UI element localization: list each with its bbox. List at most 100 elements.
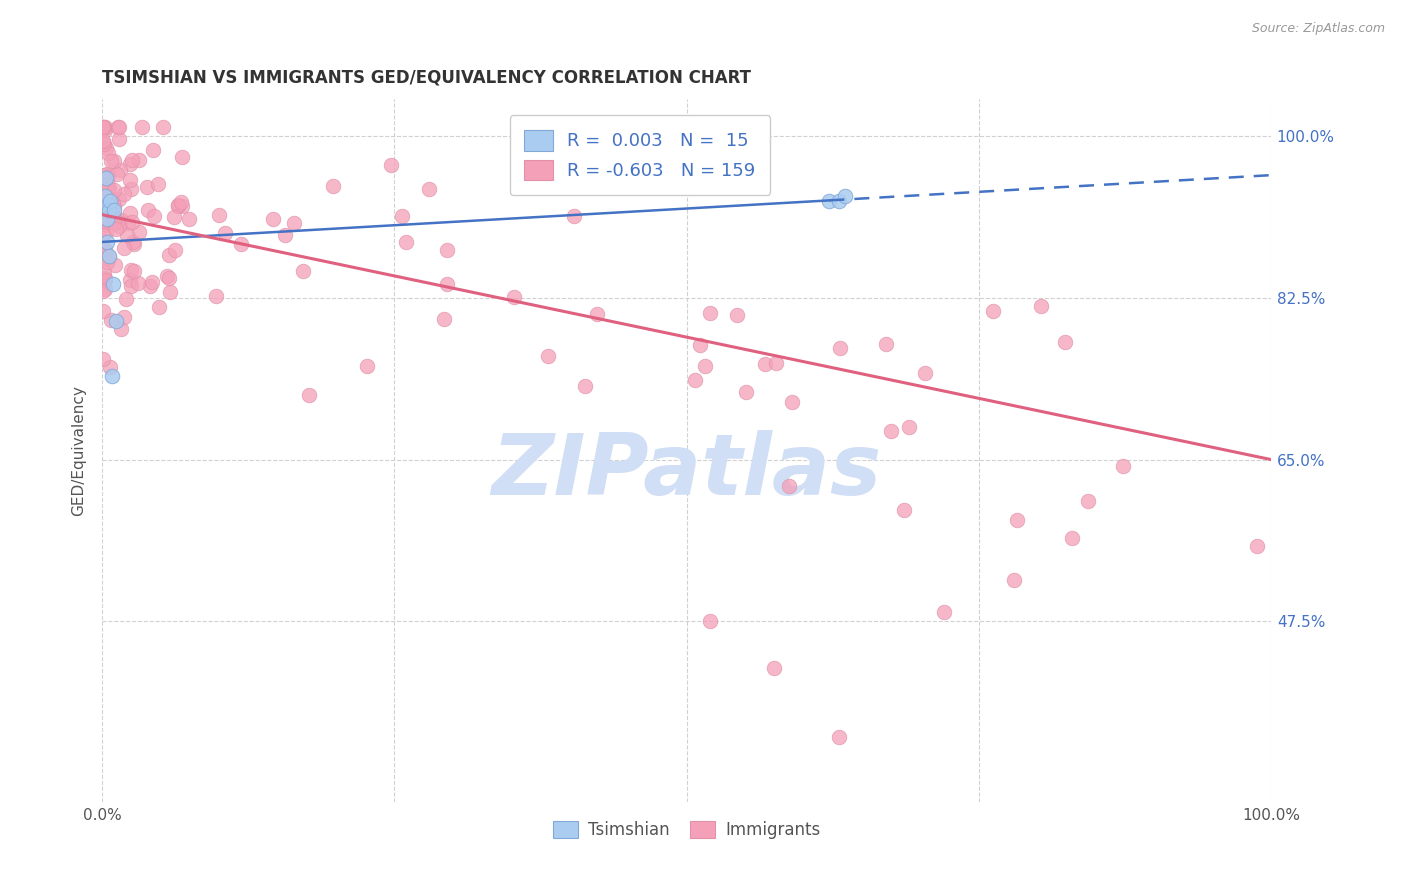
Point bbox=[574, 379, 596, 393]
Point bbox=[96, 235, 118, 250]
Point bbox=[118, 273, 141, 287]
Point bbox=[391, 209, 413, 223]
Point bbox=[108, 192, 131, 206]
Text: ZIPatlas: ZIPatlas bbox=[492, 430, 882, 513]
Point bbox=[108, 120, 131, 134]
Point bbox=[93, 120, 115, 134]
Point bbox=[1246, 539, 1268, 553]
Point bbox=[94, 141, 117, 155]
Point bbox=[208, 208, 231, 222]
Point bbox=[139, 278, 162, 293]
Point bbox=[725, 309, 748, 323]
Point bbox=[96, 212, 118, 227]
Y-axis label: GED/Equivalency: GED/Equivalency bbox=[72, 385, 86, 516]
Point bbox=[96, 182, 118, 196]
Point bbox=[96, 255, 118, 269]
Point bbox=[100, 194, 122, 208]
Point bbox=[93, 135, 115, 149]
Point bbox=[117, 216, 139, 230]
Point bbox=[562, 209, 585, 223]
Point bbox=[112, 242, 135, 256]
Point bbox=[122, 235, 145, 250]
Point bbox=[98, 182, 121, 196]
Point bbox=[122, 236, 145, 251]
Point bbox=[96, 178, 118, 193]
Point bbox=[112, 186, 135, 201]
Point bbox=[96, 252, 118, 266]
Point bbox=[100, 313, 122, 327]
Point bbox=[763, 660, 786, 674]
Point bbox=[107, 120, 129, 134]
Point bbox=[97, 198, 120, 212]
Point bbox=[108, 219, 131, 234]
Point bbox=[778, 479, 800, 493]
Point bbox=[98, 249, 121, 263]
Point bbox=[105, 314, 128, 328]
Point bbox=[1077, 493, 1099, 508]
Point bbox=[136, 202, 159, 217]
Point bbox=[693, 359, 716, 374]
Point bbox=[105, 167, 128, 181]
Point bbox=[110, 213, 132, 227]
Point bbox=[94, 120, 117, 134]
Point bbox=[101, 195, 124, 210]
Point bbox=[875, 337, 897, 351]
Point bbox=[782, 394, 804, 409]
Point bbox=[167, 199, 190, 213]
Point bbox=[170, 150, 193, 164]
Point bbox=[897, 420, 920, 434]
Point bbox=[120, 263, 142, 277]
Point bbox=[893, 503, 915, 517]
Point bbox=[177, 212, 200, 227]
Point bbox=[93, 120, 115, 134]
Point bbox=[322, 179, 344, 194]
Point bbox=[143, 209, 166, 223]
Point bbox=[274, 227, 297, 242]
Point bbox=[93, 277, 115, 291]
Point bbox=[94, 198, 117, 212]
Point bbox=[122, 264, 145, 278]
Point bbox=[356, 359, 378, 374]
Point bbox=[880, 424, 903, 438]
Point bbox=[93, 241, 115, 255]
Point bbox=[503, 290, 526, 304]
Point bbox=[765, 356, 787, 370]
Text: TSIMSHIAN VS IMMIGRANTS GED/EQUIVALENCY CORRELATION CHART: TSIMSHIAN VS IMMIGRANTS GED/EQUIVALENCY … bbox=[103, 69, 751, 87]
Point bbox=[169, 194, 191, 209]
Point bbox=[101, 277, 124, 291]
Point bbox=[93, 227, 115, 242]
Point bbox=[93, 136, 115, 151]
Point bbox=[156, 268, 179, 283]
Point bbox=[683, 373, 706, 387]
Point bbox=[97, 169, 120, 183]
Point bbox=[105, 221, 128, 235]
Point bbox=[136, 180, 159, 194]
Point bbox=[93, 284, 115, 298]
Point bbox=[97, 146, 120, 161]
Point bbox=[118, 206, 141, 220]
Point bbox=[93, 181, 115, 195]
Point bbox=[103, 210, 125, 224]
Point bbox=[112, 310, 135, 325]
Point bbox=[94, 225, 117, 239]
Point bbox=[93, 204, 115, 219]
Point bbox=[93, 204, 115, 219]
Point bbox=[914, 366, 936, 380]
Point bbox=[172, 198, 194, 212]
Point bbox=[110, 322, 132, 336]
Point bbox=[1053, 335, 1076, 350]
Point bbox=[93, 213, 115, 227]
Point bbox=[93, 215, 115, 229]
Point bbox=[157, 271, 180, 285]
Point bbox=[981, 304, 1004, 318]
Point bbox=[98, 203, 121, 218]
Point bbox=[537, 349, 560, 363]
Point bbox=[433, 312, 456, 326]
Point bbox=[204, 289, 226, 303]
Point bbox=[827, 730, 849, 744]
Point bbox=[418, 182, 440, 196]
Point bbox=[93, 271, 115, 285]
Point bbox=[103, 199, 125, 213]
Point bbox=[97, 250, 120, 264]
Point bbox=[103, 210, 125, 224]
